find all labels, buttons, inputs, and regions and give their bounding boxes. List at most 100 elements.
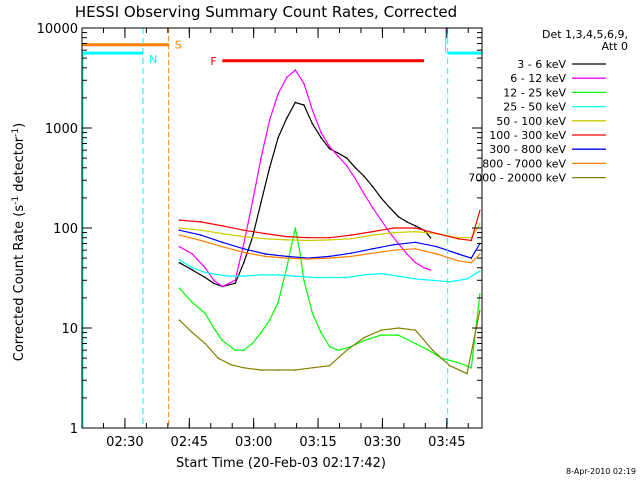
data-point — [393, 249, 395, 251]
x-tick-label: 03:45 — [428, 435, 465, 450]
legend-label: 3 - 6 keV — [517, 58, 566, 71]
data-point — [191, 331, 194, 334]
data-point — [285, 117, 288, 120]
data-point — [346, 164, 348, 167]
data-point — [294, 369, 297, 371]
data-point — [380, 334, 382, 336]
chart-title: HESSI Observing Summary Count Rates, Cor… — [75, 3, 457, 21]
data-point — [230, 363, 232, 366]
data-point — [178, 287, 181, 290]
data-point — [268, 119, 271, 121]
data-point — [204, 266, 206, 269]
data-point — [204, 271, 206, 274]
data-point — [457, 259, 460, 262]
series-line-6-12-kev-kev — [179, 69, 431, 288]
data-point — [178, 219, 181, 221]
data-point — [243, 229, 245, 232]
y-axis-label-end: ) — [12, 123, 27, 128]
data-point — [191, 301, 194, 304]
y-tick-label: 10 — [61, 322, 78, 337]
legend-label: 25 - 50 keV — [503, 101, 566, 114]
data-point — [414, 230, 417, 233]
data-point — [200, 239, 202, 242]
x-tick-label: 03:00 — [235, 435, 272, 450]
data-point — [414, 225, 417, 227]
data-point — [251, 201, 254, 204]
data-point — [178, 227, 181, 229]
data-point — [264, 232, 267, 235]
data-point — [427, 349, 430, 351]
legend-label: 300 - 800 keV — [489, 143, 566, 156]
legend-header-line-2: Att 0 — [602, 40, 628, 53]
data-point — [414, 241, 417, 244]
data-point — [234, 282, 237, 285]
data-point — [243, 251, 245, 254]
y-axis-label-mid: detector — [12, 136, 27, 196]
data-point — [354, 178, 357, 180]
data-point — [234, 279, 237, 282]
data-point — [479, 292, 481, 295]
data-point — [414, 247, 417, 250]
data-point — [178, 245, 181, 248]
data-point — [388, 206, 391, 209]
data-point — [200, 229, 202, 232]
data-point — [221, 245, 224, 248]
data-point — [479, 309, 481, 312]
data-point — [191, 253, 194, 255]
data-point — [264, 253, 267, 255]
data-point — [178, 319, 181, 321]
data-point — [470, 239, 473, 242]
legend-label: 6 - 12 keV — [510, 72, 566, 85]
data-point — [251, 342, 254, 345]
data-point — [307, 258, 309, 260]
flare-marker-label: F — [210, 55, 216, 68]
legend-label: 100 - 300 keV — [489, 129, 566, 142]
series-line-100-300-kev-kev — [179, 210, 481, 242]
data-point — [217, 274, 219, 276]
data-point — [221, 225, 224, 227]
data-point — [268, 319, 271, 321]
data-point — [221, 339, 224, 342]
data-point — [212, 279, 215, 282]
data-point — [178, 229, 181, 232]
data-point — [285, 239, 288, 241]
data-point — [406, 221, 408, 223]
data-point — [371, 234, 374, 236]
data-point — [204, 276, 206, 279]
data-point — [268, 166, 271, 169]
data-point — [429, 236, 432, 239]
data-point — [328, 236, 331, 239]
data-point — [470, 261, 473, 264]
y-tick-label: 1 — [70, 422, 78, 437]
data-point — [363, 192, 365, 195]
data-point — [346, 349, 348, 351]
data-point — [350, 255, 352, 258]
data-point — [414, 278, 417, 280]
data-point — [328, 255, 331, 258]
data-point — [363, 175, 365, 177]
data-point — [350, 252, 352, 254]
data-point — [337, 152, 340, 154]
data-point — [243, 247, 245, 250]
data-point — [470, 366, 473, 369]
data-point — [260, 157, 262, 159]
data-point — [479, 209, 481, 212]
data-point — [423, 266, 425, 269]
legend-header-line-1: Det 1,3,4,5,6,9, — [542, 28, 628, 41]
data-point — [457, 237, 460, 240]
data-point — [320, 131, 322, 134]
data-point — [277, 369, 279, 371]
data-point — [212, 282, 215, 285]
data-point — [328, 147, 331, 150]
data-point — [371, 185, 374, 188]
y-tick-label: 10000 — [37, 22, 78, 37]
data-point — [457, 253, 460, 255]
data-point — [200, 234, 202, 236]
data-point — [436, 253, 438, 255]
data-point — [311, 366, 314, 369]
axis-layer: 1 10 100 1000 10000 02:30 02:45 03:00 03:15 03:30… — [37, 22, 482, 450]
data-point — [320, 331, 322, 334]
data-point — [243, 261, 245, 264]
data-point — [285, 266, 288, 269]
legend-label: 800 - 7000 keV — [482, 157, 566, 170]
